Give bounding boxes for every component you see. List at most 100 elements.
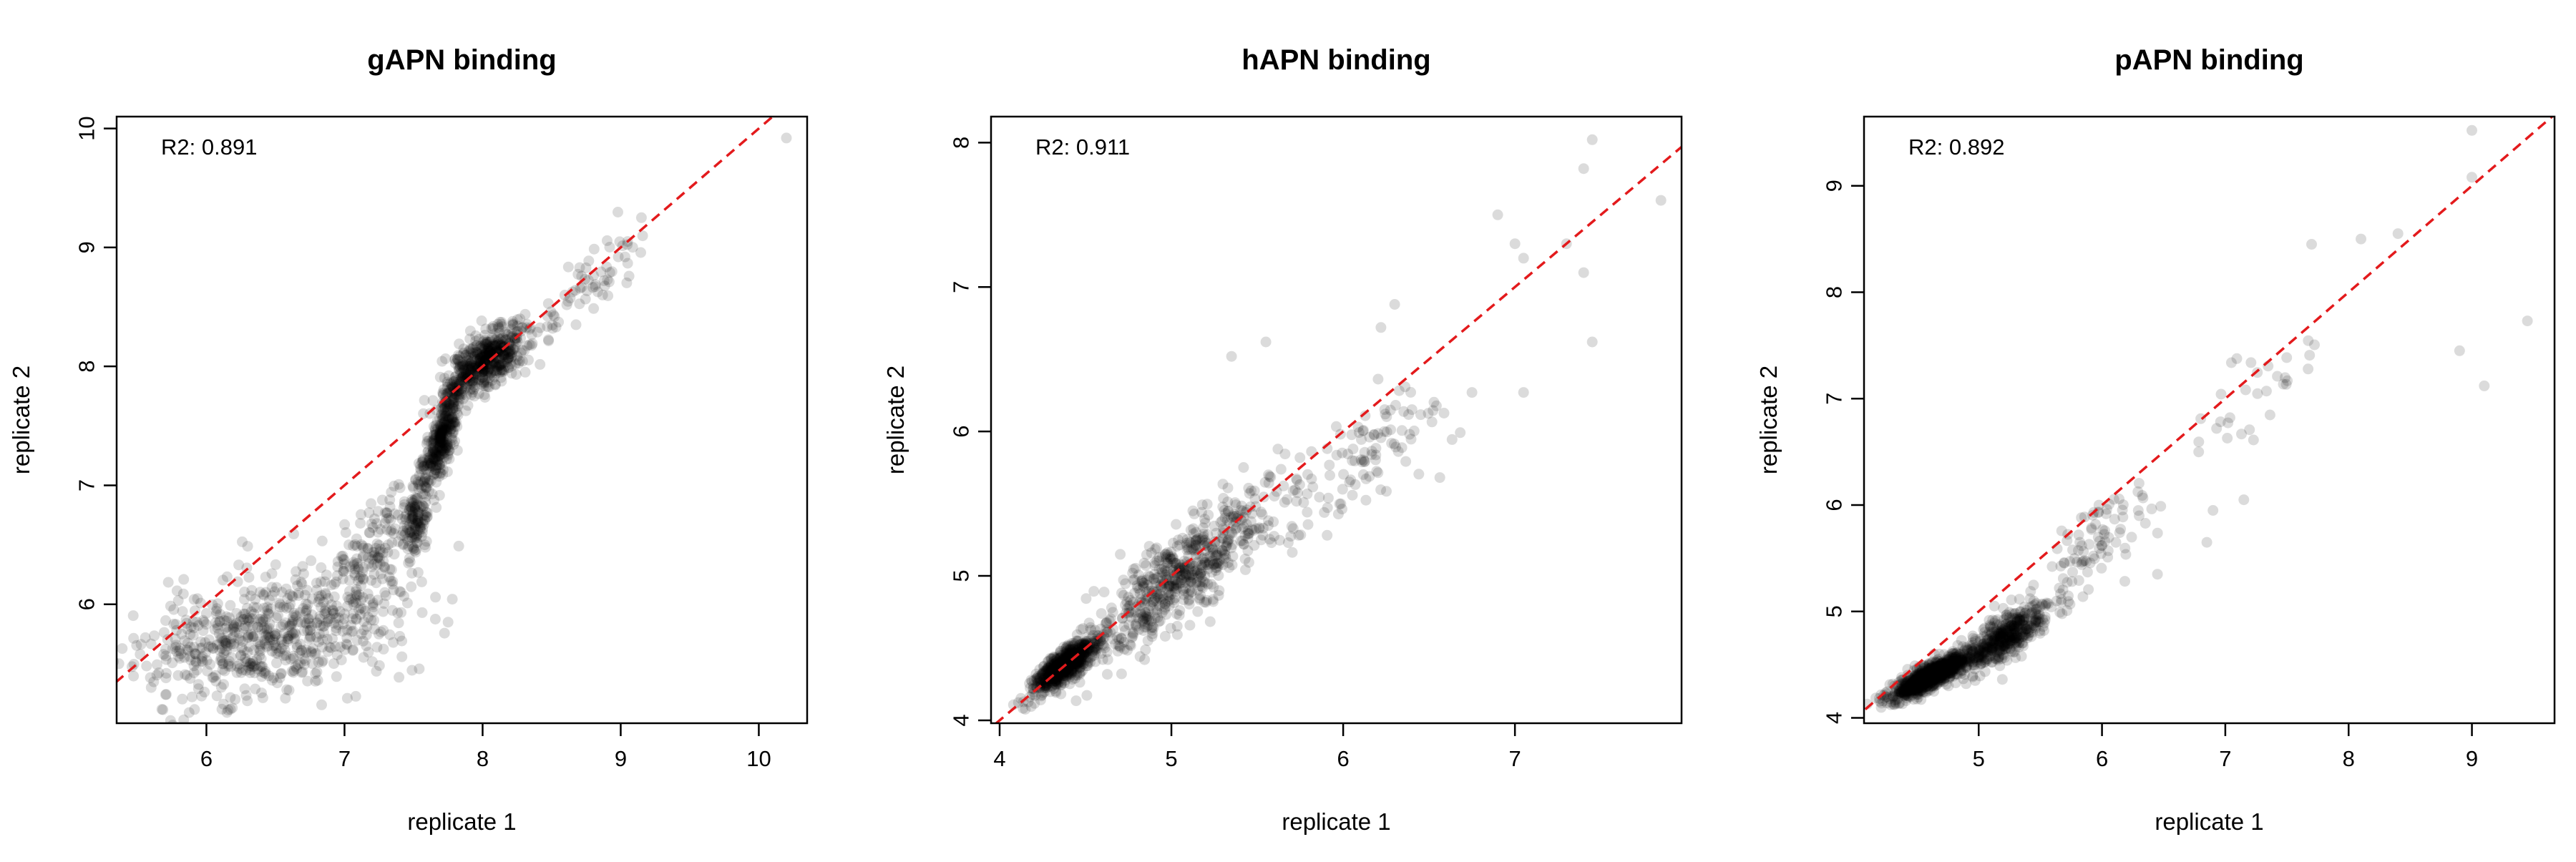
data-point: [1118, 574, 1129, 586]
data-point: [1298, 496, 1309, 508]
data-point: [406, 514, 418, 525]
data-point: [361, 621, 373, 632]
data-point: [1170, 557, 1181, 569]
data-point: [468, 342, 479, 353]
data-point: [497, 349, 509, 361]
data-point: [1064, 647, 1075, 658]
data-point: [1272, 444, 1284, 455]
data-point: [1322, 502, 1333, 514]
data-point: [1163, 580, 1175, 592]
data-point: [1146, 547, 1157, 559]
y-tick-label: 7: [1822, 393, 1847, 405]
data-point: [406, 665, 418, 676]
data-point: [351, 613, 362, 625]
data-point: [2193, 436, 2205, 448]
data-point: [461, 381, 472, 392]
data-point: [1203, 509, 1214, 521]
data-point: [331, 650, 343, 660]
data-point: [230, 694, 241, 705]
data-point: [270, 647, 281, 659]
data-point: [431, 459, 443, 471]
data-point: [479, 330, 491, 341]
data-point: [384, 501, 396, 512]
data-point: [1069, 661, 1080, 672]
data-point: [1065, 648, 1075, 660]
data-point: [598, 275, 610, 286]
data-point: [331, 671, 342, 682]
data-point: [1068, 649, 1080, 660]
data-point: [499, 349, 510, 361]
data-point: [283, 630, 295, 642]
data-point: [1231, 513, 1242, 524]
data-point: [1068, 641, 1079, 652]
data-point: [406, 581, 417, 592]
data-point: [460, 356, 471, 367]
data-point: [398, 502, 409, 514]
data-point: [1375, 322, 1387, 333]
data-point: [356, 580, 367, 592]
data-point: [397, 526, 409, 537]
data-point: [1916, 669, 1927, 680]
data-point: [1068, 637, 1079, 649]
data-point: [482, 381, 494, 393]
data-point: [514, 313, 526, 325]
data-point: [472, 347, 483, 358]
data-point: [1034, 673, 1045, 685]
data-point: [375, 626, 386, 637]
data-point: [1055, 678, 1067, 690]
data-point: [478, 355, 489, 366]
data-point: [499, 349, 511, 361]
data-point: [436, 418, 448, 429]
data-point: [424, 460, 436, 471]
data-point: [1040, 682, 1052, 693]
data-point: [290, 629, 301, 640]
data-point: [488, 365, 499, 376]
data-point: [439, 433, 449, 444]
data-point: [467, 386, 478, 398]
data-point: [457, 393, 469, 404]
data-point: [1242, 528, 1254, 539]
data-point: [434, 459, 446, 471]
data-point: [439, 436, 451, 448]
data-point: [331, 612, 342, 624]
data-point: [396, 607, 407, 618]
data-point: [158, 649, 170, 660]
data-point: [1140, 616, 1151, 627]
data-point: [463, 353, 474, 364]
data-point: [201, 655, 213, 666]
data-point: [181, 644, 192, 655]
data-point: [435, 425, 447, 436]
data-point: [1061, 670, 1073, 682]
data-point: [318, 620, 330, 632]
data-point: [1162, 549, 1174, 561]
data-point: [475, 343, 487, 354]
data-point: [447, 403, 459, 414]
data-point: [1265, 471, 1277, 483]
data-point: [1209, 536, 1221, 547]
data-point: [263, 629, 274, 640]
data-point: [2238, 494, 2250, 506]
data-point: [374, 546, 386, 557]
data-point: [420, 481, 431, 492]
data-point: [1067, 659, 1078, 670]
data-point: [1148, 596, 1158, 607]
data-point: [1050, 669, 1061, 680]
data-point: [248, 656, 258, 667]
data-point: [404, 501, 416, 512]
data-point: [280, 692, 291, 704]
data-point: [1129, 587, 1141, 599]
data-point: [2522, 315, 2533, 327]
data-point: [590, 279, 601, 290]
data-point: [153, 667, 165, 678]
data-point: [465, 358, 477, 369]
data-point: [441, 410, 452, 421]
data-point: [246, 584, 258, 596]
data-point: [491, 340, 502, 351]
data-point: [320, 589, 331, 600]
data-point: [293, 659, 304, 670]
data-point: [1051, 665, 1063, 677]
data-point: [1426, 416, 1438, 428]
data-point: [157, 704, 169, 715]
data-point: [1335, 498, 1347, 509]
data-point: [565, 293, 576, 304]
